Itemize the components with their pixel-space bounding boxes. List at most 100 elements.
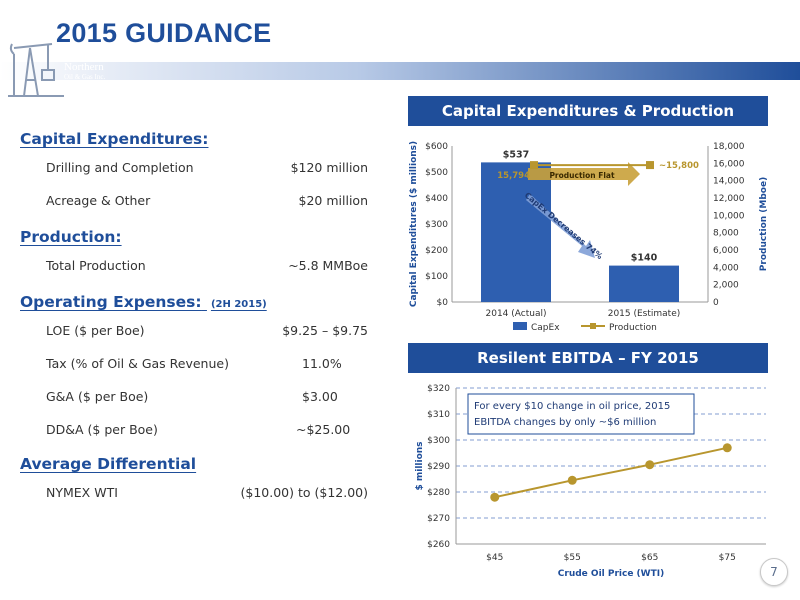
guidance-row: Drilling and Completion $120 million	[20, 156, 380, 189]
guidance-list: Capital Expenditures: Drilling and Compl…	[20, 130, 380, 514]
production-marker	[530, 161, 538, 170]
ebitda-svg: $260 $270 $280 $290 $300 $310 $320 $45 $55 $65 $75…	[415, 384, 766, 579]
y2-tick-label: 6,000	[713, 246, 739, 256]
row-value: $120 million	[290, 160, 368, 175]
ebitda-callout-line: EBITDA changes by only ~$6 million	[474, 417, 656, 428]
differential-heading: Average Differential	[20, 455, 197, 473]
row-value: $3.00	[302, 389, 338, 404]
guidance-row: G&A ($ per Boe) $3.00	[20, 385, 380, 418]
legend-marker-production	[590, 323, 596, 329]
capex-bar	[481, 162, 551, 302]
capex-production-chart: $0 $100 $200 $300 $400 $500 $600 0 2,000 4,000 6,0…	[400, 134, 780, 338]
y-tick-label: $270	[427, 514, 450, 524]
y-tick-label: $300	[427, 436, 450, 446]
ebitda-chart: $260 $270 $280 $290 $300 $310 $320 $45 $55 $65 $75…	[400, 378, 780, 580]
guidance-row: LOE ($ per Boe) $9.25 – $9.75	[20, 319, 380, 352]
page-number: 7	[760, 558, 788, 586]
y2-tick-label: 10,000	[713, 211, 745, 221]
logo-subname: Oil & Gas Inc.	[64, 73, 106, 81]
row-label: G&A ($ per Boe)	[46, 389, 149, 404]
x-axis-title: Crude Oil Price (WTI)	[558, 569, 664, 579]
ebitda-point	[490, 492, 500, 502]
capex-bar	[609, 265, 679, 302]
row-label: LOE ($ per Boe)	[46, 323, 145, 338]
opex-heading-text: Operating Expenses:	[20, 293, 202, 311]
y2-tick-label: 18,000	[713, 142, 745, 152]
capex-data-label: $537	[503, 149, 529, 160]
production-heading: Production:	[20, 228, 122, 246]
production-flat-label: Production Flat	[549, 171, 615, 180]
row-label: Tax (% of Oil & Gas Revenue)	[46, 356, 229, 371]
x-tick-label: 2015 (Estimate)	[608, 309, 681, 319]
legend-swatch-capex	[513, 322, 527, 330]
capex-production-svg: $0 $100 $200 $300 $400 $500 $600 0 2,000 4,000 6,0…	[409, 141, 769, 333]
page-title: 2015 GUIDANCE	[56, 18, 272, 48]
ebitda-point	[567, 475, 577, 485]
guidance-row: Tax (% of Oil & Gas Revenue) 11.0%	[20, 352, 380, 385]
title-divider	[0, 62, 800, 80]
row-value: ($10.00) to ($12.00)	[240, 485, 368, 500]
y2-axis-title: Production (Mboe)	[759, 177, 769, 271]
y2-tick-label: 8,000	[713, 229, 739, 239]
x-tick-label: $55	[564, 553, 581, 563]
capex-decrease-arrow	[526, 194, 595, 258]
logo-wordmark: Northern Oil & Gas Inc.	[64, 62, 105, 81]
capex-data-label: $140	[631, 253, 658, 264]
y-tick-label: $290	[427, 462, 450, 472]
row-label: NYMEX WTI	[46, 485, 118, 500]
row-label: DD&A ($ per Boe)	[46, 422, 158, 437]
y-axis-title: $ millions	[415, 441, 425, 490]
x-tick-label: $45	[486, 553, 503, 563]
opex-period-note: (2H 2015)	[210, 299, 267, 310]
ebitda-point	[722, 443, 732, 453]
row-value: ~$25.00	[296, 422, 351, 437]
row-value: $9.25 – $9.75	[282, 323, 368, 338]
legend-label-capex: CapEx	[531, 323, 560, 333]
logo-name: Northern	[64, 61, 104, 73]
y2-tick-label: 16,000	[713, 159, 745, 169]
y-tick-label: $600	[425, 142, 448, 152]
ebitda-point	[645, 460, 655, 470]
production-data-label: ~15,800	[659, 161, 699, 171]
pumpjack-logo-icon	[8, 43, 64, 97]
y-tick-label: $260	[427, 540, 450, 550]
ebitda-callout-line: For every $10 change in oil price, 2015	[474, 401, 670, 412]
y2-tick-label: 0	[713, 298, 719, 308]
guidance-row: Total Production ~5.8 MMBoe	[20, 254, 380, 287]
guidance-row: DD&A ($ per Boe) ~$25.00	[20, 418, 380, 451]
row-label: Acreage & Other	[46, 193, 151, 208]
row-value: ~5.8 MMBoe	[288, 258, 368, 273]
y-tick-label: $280	[427, 488, 450, 498]
company-logo	[8, 40, 104, 100]
guidance-row: Acreage & Other $20 million	[20, 189, 380, 222]
opex-heading: Operating Expenses: (2H 2015)	[20, 293, 380, 319]
row-value: $20 million	[298, 193, 368, 208]
legend-label-production: Production	[609, 323, 657, 333]
row-value: 11.0%	[302, 356, 342, 371]
row-label: Drilling and Completion	[46, 160, 194, 175]
ebitda-chart-title: Resilent EBITDA – FY 2015	[408, 343, 768, 373]
production-data-label: 15,794	[497, 171, 530, 181]
y-tick-label: $300	[425, 220, 448, 230]
y-tick-label: $500	[425, 168, 448, 178]
capex-chart-title: Capital Expenditures & Production	[408, 96, 768, 126]
x-tick-label: $65	[641, 553, 658, 563]
ebitda-line	[494, 446, 728, 499]
ebitda-callout-box	[467, 393, 695, 435]
x-tick-label: $75	[719, 553, 736, 563]
y2-tick-label: 12,000	[713, 194, 745, 204]
y-tick-label: $400	[425, 194, 448, 204]
y-tick-label: $320	[427, 384, 450, 394]
production-flat-arrow	[528, 162, 640, 186]
guidance-row: NYMEX WTI ($10.00) to ($12.00)	[20, 481, 380, 514]
y-tick-label: $100	[425, 272, 448, 282]
row-label: Total Production	[46, 258, 146, 273]
y2-tick-label: 4,000	[713, 263, 739, 273]
x-tick-label: 2014 (Actual)	[486, 309, 547, 319]
capex-heading: Capital Expenditures:	[20, 130, 209, 148]
y-tick-label: $0	[437, 298, 449, 308]
y-axis-title: Capital Expenditures ($ millions)	[409, 141, 419, 307]
y2-tick-label: 14,000	[713, 177, 745, 187]
y2-tick-label: 2,000	[713, 281, 739, 291]
production-marker	[646, 161, 654, 170]
